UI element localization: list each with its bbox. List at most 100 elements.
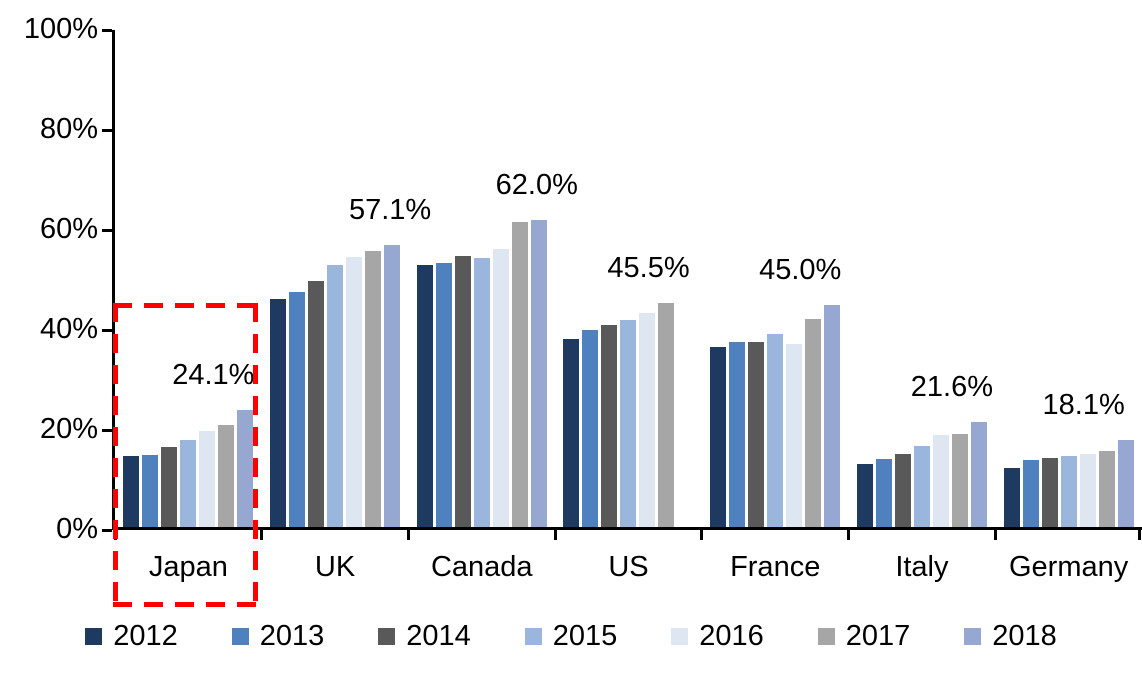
legend-swatch-2015	[524, 628, 542, 645]
y-tick	[102, 429, 112, 432]
legend-item-2012: 2012	[85, 622, 178, 651]
bar-italy-2015	[913, 446, 930, 530]
legend-label-2012: 2012	[113, 620, 178, 652]
bar-canada-2013	[435, 263, 452, 530]
bar-uk-2018	[384, 244, 401, 530]
legend-swatch-2013	[231, 628, 249, 645]
x-tick	[993, 530, 997, 540]
bar-italy-2014	[894, 454, 911, 530]
bar-france-2012	[710, 347, 727, 530]
legend-swatch-2012	[85, 628, 103, 645]
data-label-canada: 62.0%	[495, 169, 578, 201]
data-label-uk: 57.1%	[348, 193, 432, 226]
y-tick	[102, 229, 112, 232]
bar-germany-2016	[1079, 453, 1096, 530]
x-tick	[700, 530, 704, 540]
bar-canada-2014	[454, 256, 471, 530]
bar-uk-2014	[308, 281, 325, 530]
category-label-germany: Germany	[1009, 551, 1129, 583]
legend-item-2013: 2013	[231, 620, 325, 652]
category-label-us: US	[608, 551, 649, 583]
bar-france-2018	[824, 305, 841, 530]
bar-germany-2018	[1117, 439, 1134, 530]
legend-label-2016: 2016	[699, 620, 764, 652]
bar-japan-2016	[199, 431, 216, 530]
bar-japan-2018	[237, 409, 254, 530]
bar-group-italy	[849, 30, 996, 530]
x-tick	[406, 530, 410, 540]
x-tick	[260, 530, 264, 540]
bar-germany-2017	[1098, 450, 1115, 530]
category-label-uk: UK	[314, 551, 356, 583]
bar-us-2016	[639, 312, 656, 530]
data-label-germany: 18.1%	[1042, 388, 1125, 421]
bar-italy-2018	[970, 422, 987, 530]
bar-germany-2013	[1022, 460, 1039, 530]
y-tick-label: 40%	[39, 313, 98, 345]
bar-italy-2017	[951, 434, 968, 530]
y-tick-label: 20%	[39, 413, 98, 445]
bar-us-2015	[620, 319, 637, 530]
legend-swatch-2016	[671, 628, 689, 645]
bar-group-us	[555, 30, 702, 530]
legend-label-2013: 2013	[259, 620, 325, 652]
highlight-bottom-edge	[113, 602, 258, 607]
bar-germany-2014	[1041, 458, 1058, 530]
bar-canada-2012	[416, 265, 433, 530]
y-tick-label: 60%	[39, 213, 98, 245]
category-label-canada: Canada	[430, 551, 533, 583]
bar-canada-2017	[511, 222, 528, 530]
legend-item-2018: 2018	[964, 622, 1057, 651]
legend-swatch-2014	[378, 628, 396, 645]
bar-germany-2012	[1003, 468, 1020, 530]
bar-germany-2015	[1060, 456, 1077, 530]
data-label-japan: 24.1%	[172, 358, 255, 391]
bar-us-2012	[563, 338, 580, 530]
bar-japan-2013	[142, 455, 159, 530]
bar-france-2014	[748, 342, 765, 530]
legend-item-2014: 2014	[378, 622, 471, 651]
y-tick-label: 80%	[39, 113, 98, 145]
category-label-france: France	[730, 551, 821, 583]
legend-item-2016: 2016	[671, 622, 764, 651]
x-tick	[847, 530, 851, 540]
bar-uk-2017	[365, 251, 382, 530]
category-label-japan: Japan	[148, 551, 228, 583]
x-tick	[553, 530, 557, 540]
legend-label-2017: 2017	[845, 620, 911, 652]
bar-us-2017	[658, 302, 675, 530]
legend-item-2015: 2015	[524, 620, 618, 652]
y-axis-line	[112, 30, 115, 530]
x-tick	[1137, 530, 1141, 540]
bar-italy-2016	[932, 435, 949, 530]
bar-france-2016	[786, 343, 803, 530]
y-tick	[102, 29, 112, 32]
bar-japan-2015	[180, 440, 197, 530]
bar-italy-2013	[875, 459, 892, 530]
y-tick	[102, 529, 112, 532]
y-tick	[102, 129, 112, 132]
bar-canada-2018	[530, 220, 547, 530]
bar-france-2013	[729, 341, 746, 530]
bar-japan-2014	[161, 447, 178, 530]
legend: 2012 2013 2014 2015 2016 2017 2018	[0, 622, 1142, 651]
y-tick-label: 100%	[23, 13, 98, 45]
bar-group-canada	[408, 30, 555, 530]
x-tick	[113, 530, 117, 540]
bar-japan-2017	[218, 425, 235, 530]
bar-uk-2013	[289, 291, 306, 530]
bar-uk-2012	[270, 298, 287, 530]
bar-group-france	[702, 30, 849, 530]
bar-italy-2012	[856, 463, 873, 530]
x-axis-line	[112, 527, 1142, 530]
bar-group-uk	[262, 30, 409, 530]
data-label-italy: 21.6%	[910, 371, 994, 403]
category-label-italy: Italy	[895, 551, 949, 583]
legend-label-2018: 2018	[992, 620, 1057, 652]
legend-swatch-2018	[964, 628, 982, 645]
bar-us-2014	[601, 325, 618, 530]
data-label-us: 45.5%	[607, 251, 690, 284]
legend-label-2015: 2015	[552, 620, 618, 652]
bar-japan-2012	[123, 456, 140, 530]
